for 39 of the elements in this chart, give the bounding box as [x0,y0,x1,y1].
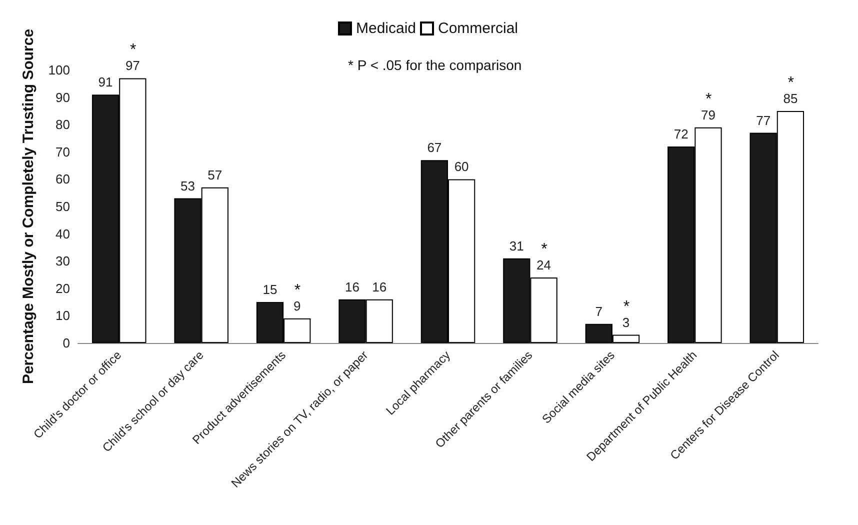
data-label: 57 [208,167,222,182]
data-label: 60 [454,159,469,174]
data-label: 9 [294,298,301,314]
data-label: 97 [125,58,140,74]
data-label: 31 [509,238,524,254]
data-label: 15 [262,282,278,298]
y-tick-label: 10 [56,308,70,324]
y-tick-label: 30 [56,254,70,269]
y-axis-title: Percentage Mostly or Completely Trusting Source [20,28,37,384]
y-tick-label: 70 [56,144,70,160]
data-label: 16 [344,279,360,294]
annotation: * [706,90,712,108]
annotation: * [788,74,794,92]
y-tick-label: 90 [56,90,70,105]
data-label: 72 [674,126,688,142]
data-label: 91 [98,74,113,90]
legend-label: Medicaid [356,20,416,37]
annotation: * [541,240,548,258]
data-label: 85 [783,90,798,106]
y-tick-label: 50 [56,199,70,214]
data-label: 53 [180,178,195,194]
data-label: 3 [622,314,630,330]
annotation: * [294,282,301,299]
annotation: * [623,298,630,316]
data-label: 67 [427,140,442,156]
y-tick-label: 100 [48,62,70,78]
data-label: 24 [536,257,552,272]
y-tick-label: 0 [62,336,70,350]
data-label: 7 [595,304,602,319]
data-label: 79 [701,107,716,122]
annotation: * P < .05 for the comparison [348,57,522,73]
y-tick-label: 40 [56,226,70,242]
data-label: 16 [372,279,387,294]
legend-label: Commercial [438,20,518,37]
y-tick-label: 60 [56,172,70,187]
data-label: 77 [756,112,771,128]
y-tick-label: 80 [56,117,70,132]
y-tick-label: 20 [56,280,70,296]
annotation: * [130,42,136,59]
